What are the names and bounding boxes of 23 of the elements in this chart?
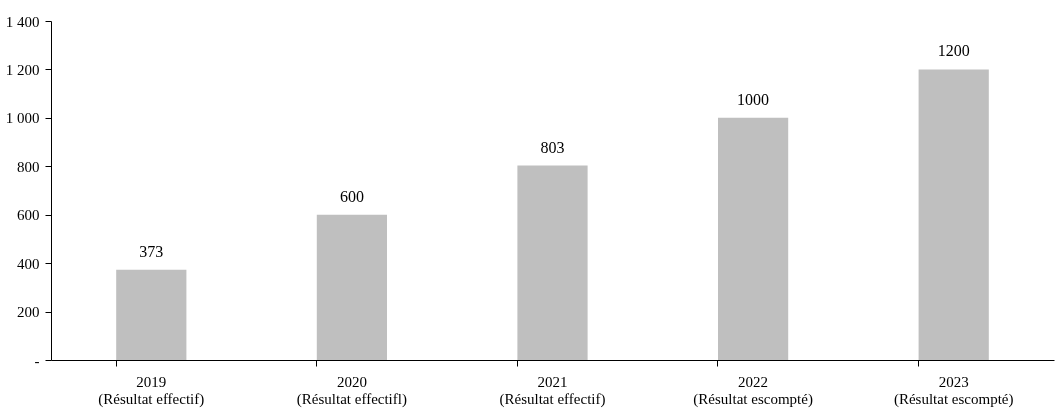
y-tick-label: 200 — [17, 304, 40, 321]
x-tick-label: 2021 (Résultat effectif) — [499, 373, 606, 408]
x-tick-label: 2023 (Résultat escompté) — [893, 373, 1014, 408]
bar — [116, 269, 187, 360]
y-tick-label: 600 — [17, 207, 40, 224]
data-label: 1000 — [737, 90, 770, 108]
x-tick-label: 2020 (Résultat effectifl) — [296, 373, 407, 408]
y-tick-label: 800 — [17, 158, 40, 175]
y-tick-label: 400 — [17, 255, 40, 272]
bar — [517, 165, 588, 360]
bar — [316, 214, 388, 360]
y-tick-label: 1 200 — [5, 61, 40, 78]
y-tick-label: 1 000 — [5, 110, 40, 127]
x-tick-label: 2019 (Résultat effectif) — [98, 373, 205, 408]
bar — [718, 117, 789, 360]
x-tick-label: 2022 (Résultat escompté) — [693, 373, 813, 408]
data-label: 600 — [339, 187, 364, 205]
data-label: 1200 — [937, 42, 970, 60]
data-label: 803 — [540, 138, 565, 156]
y-tick-label: 1 400 — [5, 13, 40, 30]
bar — [918, 69, 989, 360]
data-label: 373 — [139, 242, 164, 260]
y-tick-label: - — [34, 352, 40, 369]
